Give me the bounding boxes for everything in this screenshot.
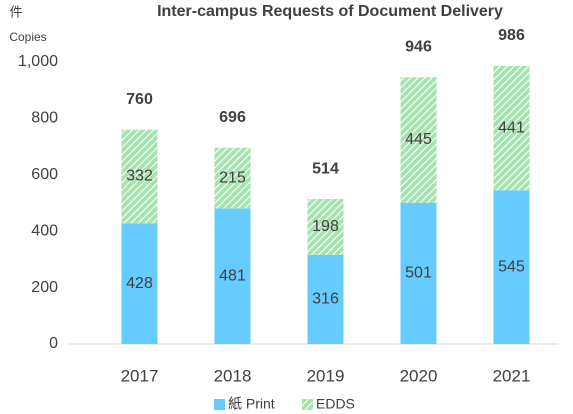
bar-segment <box>493 65 530 191</box>
data-label: 428 <box>126 275 153 292</box>
legend-label: EDDS <box>316 396 355 412</box>
y-tick-label: 400 <box>31 222 58 239</box>
total-label: 946 <box>405 38 432 55</box>
y-tick-label: 1,000 <box>18 53 58 70</box>
bar-segment <box>400 202 437 344</box>
chart-title: Inter-campus Requests of Document Delive… <box>157 3 503 20</box>
bar-segment <box>307 254 344 344</box>
data-label: 316 <box>312 291 339 308</box>
total-label: 514 <box>312 160 339 177</box>
legend-swatch <box>302 399 313 410</box>
bar-segment <box>121 129 158 224</box>
y-axis-label: Copies <box>9 30 46 44</box>
data-label: 545 <box>498 258 525 275</box>
bar-segment <box>493 190 530 344</box>
data-label: 215 <box>219 169 246 186</box>
bar-segment <box>214 208 251 344</box>
bar-segment <box>307 199 344 255</box>
legend-swatch <box>214 399 225 410</box>
x-tick-label: 2019 <box>307 366 345 385</box>
x-tick-label: 2018 <box>214 366 252 385</box>
legend-label: 紙 Print <box>228 396 275 412</box>
bar-segment <box>214 147 251 209</box>
y-tick-label: 0 <box>49 335 58 352</box>
y-tick-label: 200 <box>31 279 58 296</box>
y-tick-label: 600 <box>31 166 58 183</box>
data-label: 445 <box>405 131 432 148</box>
total-label: 760 <box>126 91 153 108</box>
total-label: 986 <box>498 27 525 44</box>
bar-segment <box>400 77 437 203</box>
data-label: 501 <box>405 265 432 282</box>
y-axis-label-top: 件 <box>9 4 22 19</box>
x-tick-label: 2017 <box>121 366 159 385</box>
data-label: 332 <box>126 168 153 185</box>
data-label: 198 <box>312 218 339 235</box>
x-tick-label: 2021 <box>493 366 531 385</box>
total-label: 696 <box>219 109 246 126</box>
y-tick-label: 800 <box>31 110 58 127</box>
x-tick-label: 2020 <box>400 366 438 385</box>
bar-segment <box>121 223 158 344</box>
data-label: 481 <box>219 267 246 284</box>
data-label: 441 <box>498 119 525 136</box>
